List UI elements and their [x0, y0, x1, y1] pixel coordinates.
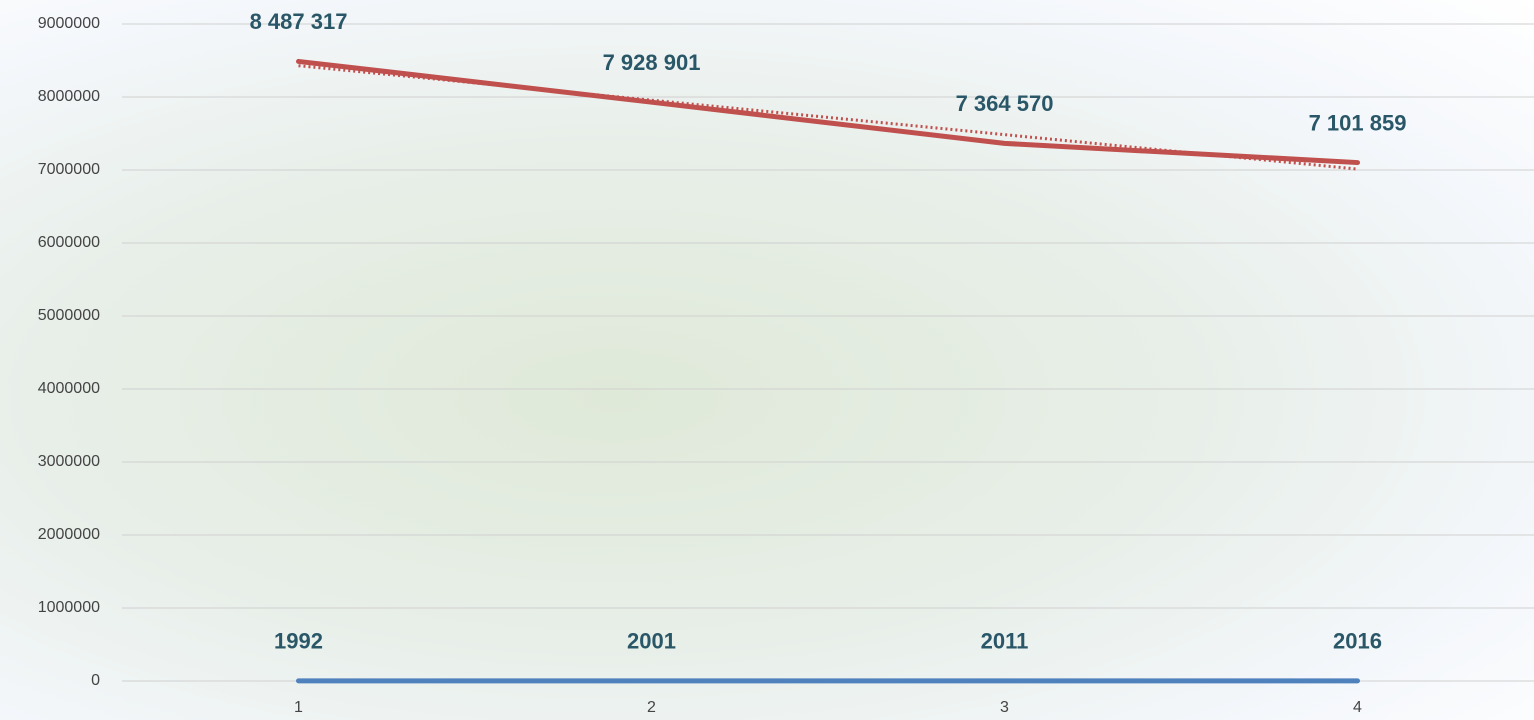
y-tick-label: 2000000 — [38, 526, 100, 543]
y-tick-label: 5000000 — [38, 307, 100, 324]
data-label: 7 364 570 — [956, 91, 1054, 116]
data-label: 2011 — [981, 629, 1029, 654]
data-label: 1992 — [274, 629, 323, 654]
x-tick-label: 1 — [294, 699, 303, 716]
series-line — [296, 58, 1360, 166]
data-label: 8 487 317 — [250, 9, 348, 34]
x-tick-label: 2 — [647, 699, 656, 716]
y-tick-label: 0 — [91, 672, 100, 689]
data-label: 2016 — [1333, 629, 1382, 654]
data-label: 7 101 859 — [1309, 110, 1407, 135]
y-tick-label: 9000000 — [38, 15, 100, 32]
x-tick-label: 3 — [1000, 699, 1009, 716]
x-tick-label: 4 — [1353, 699, 1362, 716]
data-label: 7 928 901 — [603, 50, 701, 75]
y-tick-label: 1000000 — [38, 599, 100, 616]
data-label: 2001 — [627, 629, 676, 654]
trendline — [298, 64, 1358, 171]
y-tick-label: 8000000 — [38, 88, 100, 105]
y-tick-label: 3000000 — [38, 453, 100, 470]
y-tick-label: 7000000 — [38, 161, 100, 178]
y-tick-label: 4000000 — [38, 380, 100, 397]
y-tick-label: 6000000 — [38, 234, 100, 251]
